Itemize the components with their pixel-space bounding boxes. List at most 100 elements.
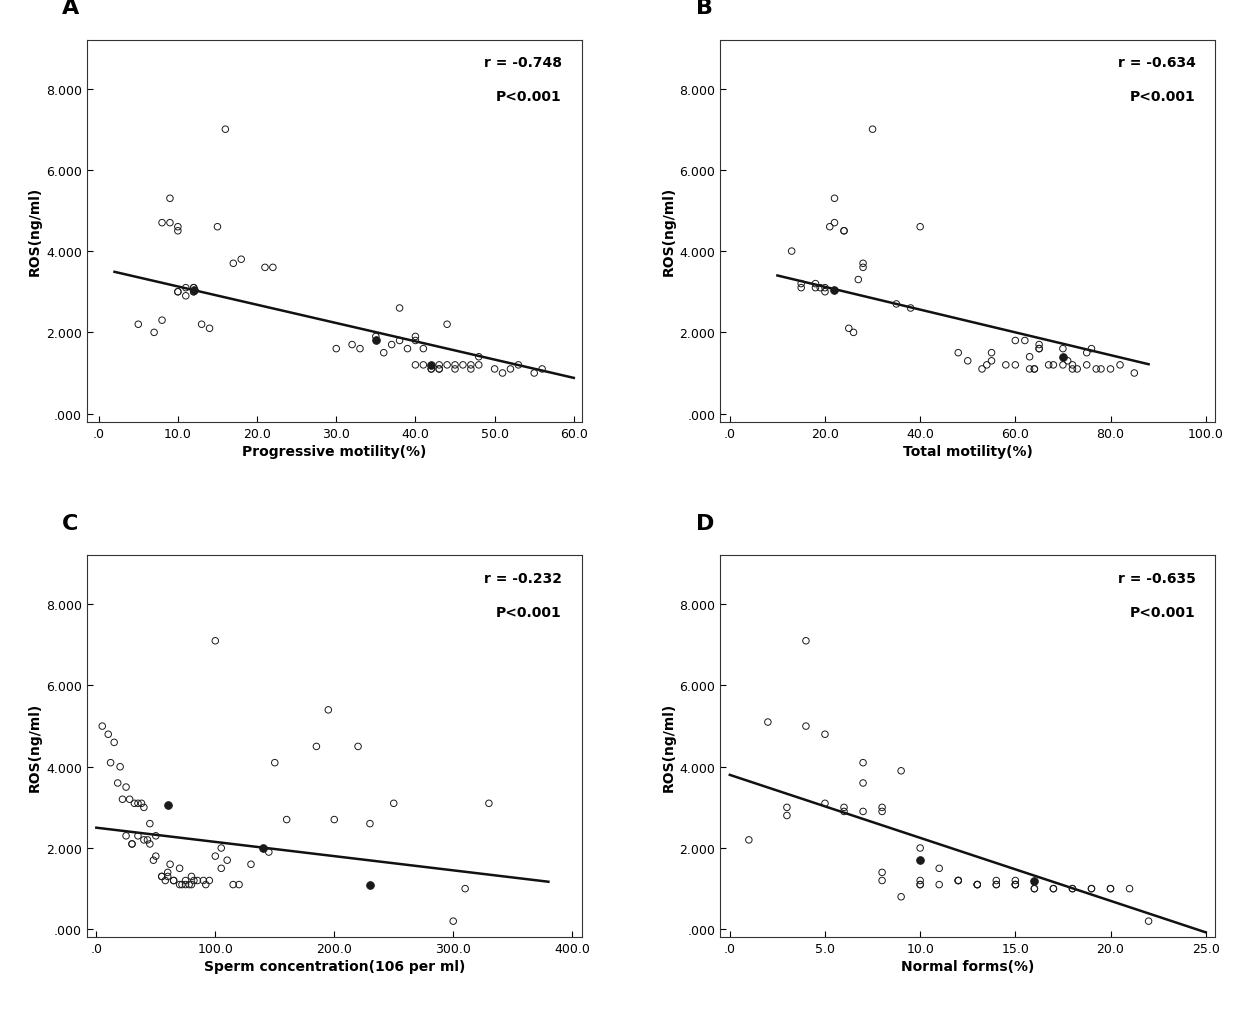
Point [1006,876,1025,893]
Point [986,876,1006,893]
Point [216,122,236,139]
Point [98,727,118,743]
Point [1081,880,1101,897]
Point [196,876,216,893]
Point [100,755,120,771]
Point [949,872,968,889]
Point [825,215,844,231]
Point [1029,341,1049,358]
Point [910,876,930,893]
Point [469,358,489,374]
Point [900,301,920,317]
Point [193,872,213,889]
Y-axis label: ROS(ng/ml): ROS(ng/ml) [661,186,676,276]
Point [138,832,157,848]
Point [146,848,166,864]
Point [366,329,386,345]
Point [1101,880,1121,897]
Point [389,301,409,317]
Point [1024,362,1044,378]
Point [806,276,826,292]
Point [232,252,252,268]
Point [853,804,873,820]
Point [134,800,154,816]
Point [1081,880,1101,897]
Text: r = -0.635: r = -0.635 [1117,572,1195,585]
Point [110,759,130,775]
Point [501,362,521,378]
Point [835,223,854,239]
Y-axis label: ROS(ng/ml): ROS(ng/ml) [27,702,42,792]
Point [986,872,1006,889]
Point [461,362,481,378]
Point [167,284,187,301]
Point [155,872,175,889]
Point [1091,362,1111,378]
Point [1019,350,1039,366]
Point [167,219,187,235]
Point [1024,880,1044,897]
Point [263,260,283,276]
Point [192,317,212,333]
Point [181,876,201,893]
Point [184,280,203,297]
Point [350,341,370,358]
Point [1029,341,1049,358]
Point [887,297,906,313]
Point [1006,333,1025,350]
Point [445,362,465,378]
Point [1044,880,1064,897]
Point [184,284,203,301]
Point [360,815,379,832]
Point [444,913,464,929]
Point [184,284,203,301]
Point [1024,872,1044,889]
Point [996,358,1016,374]
Text: P<0.001: P<0.001 [1130,605,1195,620]
Point [398,341,418,358]
Point [120,792,140,808]
Point [810,280,830,297]
Y-axis label: ROS(ng/ml): ROS(ng/ml) [661,702,676,792]
Point [910,872,930,889]
Point [1053,350,1073,366]
Point [92,718,112,735]
Point [791,280,811,297]
Point [176,280,196,297]
Point [405,333,425,350]
Point [277,811,296,827]
Point [170,860,190,876]
Point [967,876,987,893]
Text: P<0.001: P<0.001 [1130,91,1195,104]
Point [929,876,949,893]
Point [200,321,219,337]
Point [872,864,892,880]
Point [153,215,172,231]
Point [1063,362,1083,378]
Point [843,325,863,341]
Point [982,354,1002,370]
Point [1110,358,1130,374]
Point [176,288,196,305]
Point [1006,872,1025,889]
Point [532,362,552,378]
Point [910,840,930,856]
Point [853,755,873,771]
Point [1076,345,1096,362]
Point [872,872,892,889]
Point [184,280,203,297]
Point [820,219,839,235]
Text: D: D [696,513,714,533]
Point [200,872,219,889]
Point [777,807,797,823]
Point [306,739,326,755]
Point [461,358,481,374]
Point [124,796,144,812]
Point [144,852,164,868]
Point [815,727,835,743]
Point [373,345,393,362]
Text: A: A [62,0,79,18]
Point [1024,880,1044,897]
Point [176,876,196,893]
Point [255,260,275,276]
